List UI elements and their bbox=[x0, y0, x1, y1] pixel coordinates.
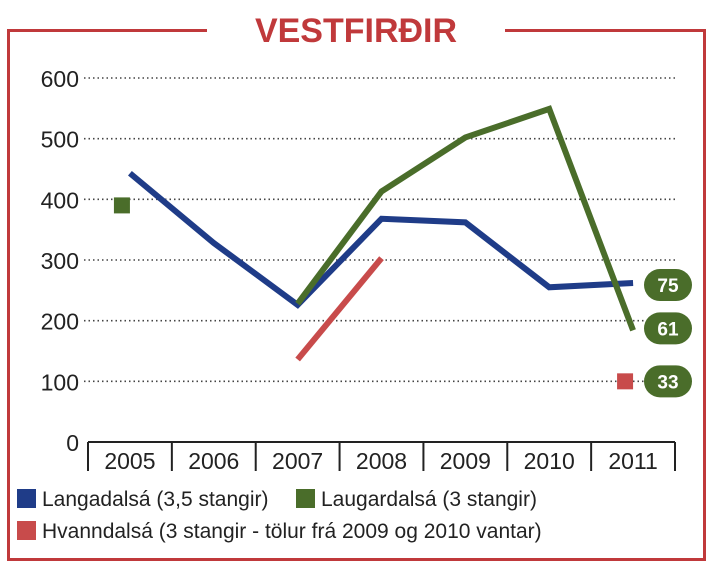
chart-title: VESTFIRÐIR bbox=[255, 12, 457, 50]
series-marker-2-0 bbox=[617, 373, 634, 390]
end-badge-label: 33 bbox=[657, 372, 678, 393]
frame-left bbox=[7, 29, 10, 561]
legend-label-2: Hvanndalsá (3 stangir - tölur frá 2009 o… bbox=[42, 520, 542, 543]
series-line-1 bbox=[295, 105, 636, 332]
end-badges: 75 61 33 bbox=[644, 269, 692, 398]
end-badge-2 bbox=[644, 365, 692, 398]
y-tick-label: 0 bbox=[66, 430, 79, 456]
y-tick-label: 100 bbox=[41, 369, 79, 395]
series-marker-1-0 bbox=[113, 197, 130, 214]
x-tick-label: 2011 bbox=[608, 448, 657, 474]
y-tick-label: 500 bbox=[41, 127, 79, 153]
x-tick-label: 2007 bbox=[272, 448, 323, 474]
y-tick-labels: 0 100 200 300 400 500 600 bbox=[41, 66, 79, 456]
legend-swatch-0 bbox=[17, 489, 36, 508]
series-line-2 bbox=[295, 256, 384, 362]
series-lines bbox=[128, 105, 636, 362]
x-tick-label: 2006 bbox=[188, 448, 239, 474]
y-tick-label: 200 bbox=[41, 309, 79, 335]
frame-bottom bbox=[7, 558, 706, 561]
end-badge-label: 61 bbox=[657, 319, 679, 340]
legend-swatch-1 bbox=[296, 489, 315, 508]
legend-label-0: Langadalsá (3,5 stangir) bbox=[42, 488, 268, 511]
legend-label-1: Laugardalsá (3 stangir) bbox=[321, 488, 537, 511]
y-tick-label: 300 bbox=[41, 248, 79, 274]
legend-swatch-2 bbox=[17, 521, 36, 540]
x-tick-label: 2008 bbox=[356, 448, 407, 474]
legend: Langadalsá (3,5 stangir) Laugardalsá (3 s… bbox=[17, 488, 542, 543]
grid bbox=[84, 77, 675, 383]
y-tick-label: 400 bbox=[41, 187, 79, 213]
frame-right bbox=[703, 29, 706, 561]
y-tick-label: 600 bbox=[41, 66, 79, 92]
end-badge-0 bbox=[644, 269, 692, 302]
end-badge-1 bbox=[644, 312, 692, 345]
x-tick-label: 2009 bbox=[440, 448, 491, 474]
frame-top-right bbox=[505, 29, 706, 32]
x-tick-label: 2005 bbox=[104, 448, 155, 474]
x-tick-label: 2010 bbox=[524, 448, 575, 474]
series-line-0 bbox=[128, 170, 634, 309]
x-axis: 2005 2006 2007 2008 2009 2010 2011 bbox=[87, 441, 676, 474]
end-badge-label: 75 bbox=[657, 276, 679, 297]
frame-top-left bbox=[7, 29, 207, 32]
series-markers bbox=[113, 197, 634, 390]
